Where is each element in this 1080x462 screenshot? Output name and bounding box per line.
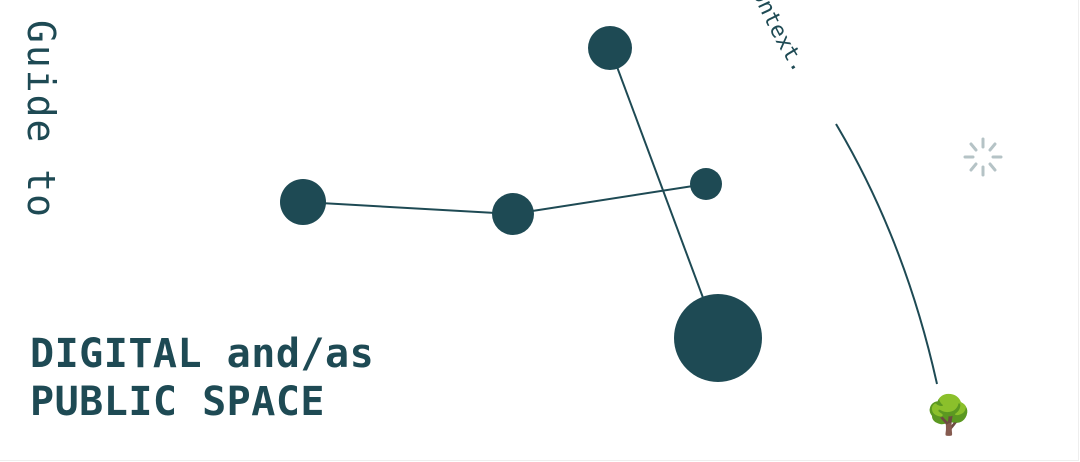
- graph-edge: [513, 184, 706, 214]
- graph-edge: [303, 202, 513, 214]
- tree-icon: 🌳: [925, 396, 972, 434]
- graph-node: [492, 193, 534, 235]
- curve-text: ontext.: [747, 0, 812, 77]
- graph-node: [690, 168, 722, 200]
- graph-node: [674, 294, 762, 382]
- loading-spinner-icon: [962, 136, 1004, 178]
- curve-line: [836, 124, 937, 384]
- graph-node: [280, 179, 326, 225]
- graph-node: [588, 26, 632, 70]
